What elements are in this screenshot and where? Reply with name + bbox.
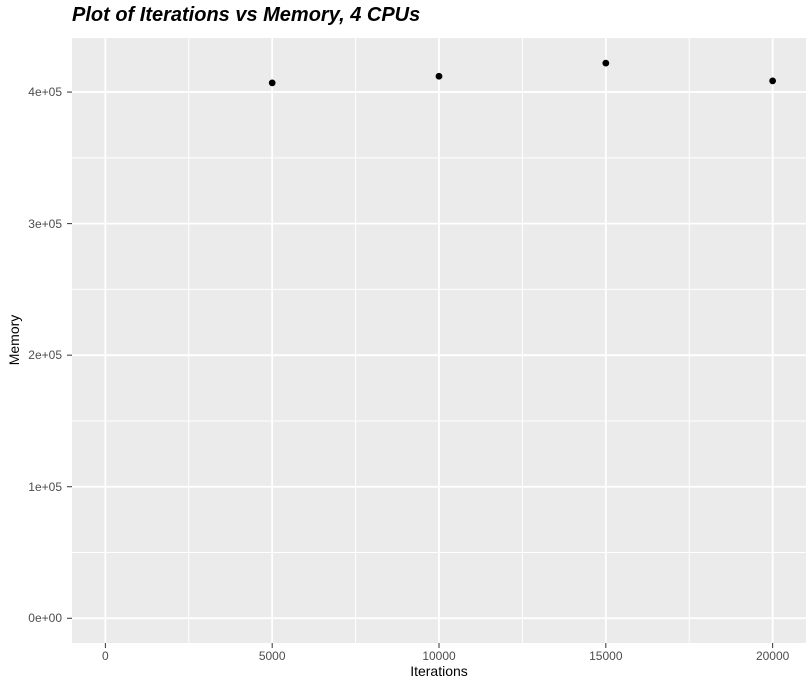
plot-panel <box>72 38 806 643</box>
x-tick-label: 10000 <box>422 649 456 663</box>
x-tick-label: 15000 <box>589 649 623 663</box>
x-tick-label: 20000 <box>755 649 790 663</box>
y-tick-label: 4e+05 <box>28 85 62 100</box>
y-tick-label: 1e+05 <box>28 479 62 494</box>
x-tick-label: 5000 <box>258 649 286 663</box>
x-tick-label: 0 <box>102 649 109 663</box>
y-tick-label: 3e+05 <box>28 216 62 231</box>
y-tick-label: 0e+00 <box>28 611 62 626</box>
y-tick-label: 2e+05 <box>28 348 62 363</box>
plot-title: Plot of Iterations vs Memory, 4 CPUs <box>72 4 421 26</box>
x-axis-title: Iterations <box>410 663 468 679</box>
